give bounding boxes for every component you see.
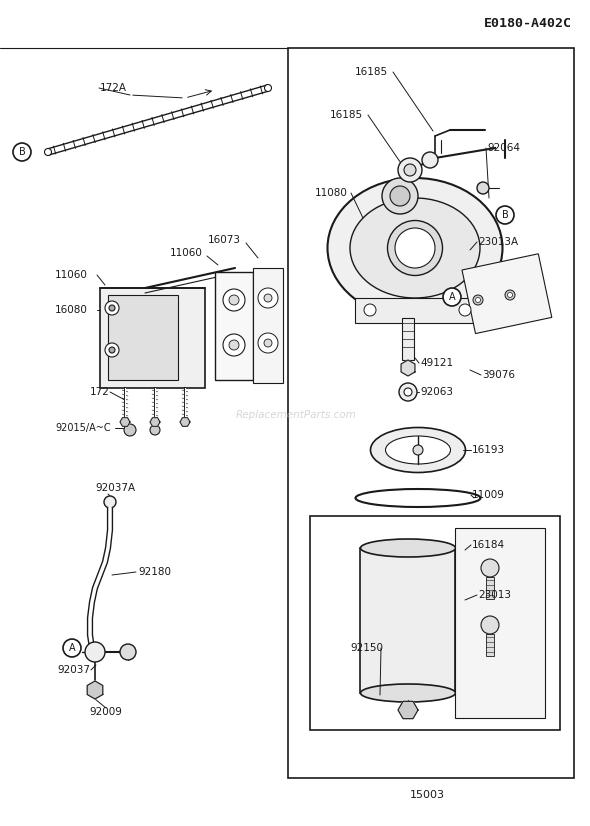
Circle shape <box>13 143 31 161</box>
Circle shape <box>473 295 483 305</box>
Circle shape <box>413 445 423 455</box>
Text: 16193: 16193 <box>472 445 505 455</box>
Polygon shape <box>87 681 103 699</box>
Circle shape <box>85 642 105 662</box>
Circle shape <box>264 339 272 347</box>
Bar <box>486 634 494 656</box>
Text: B: B <box>502 210 509 220</box>
Circle shape <box>109 305 115 311</box>
Bar <box>486 577 494 599</box>
Polygon shape <box>180 418 190 426</box>
Circle shape <box>404 164 416 176</box>
Circle shape <box>398 158 422 182</box>
Circle shape <box>264 84 271 92</box>
Bar <box>215 272 253 380</box>
Ellipse shape <box>385 436 451 464</box>
Text: 16073: 16073 <box>208 235 241 245</box>
Text: 16185: 16185 <box>355 67 388 77</box>
Bar <box>360 548 455 693</box>
Ellipse shape <box>350 198 480 298</box>
Text: B: B <box>19 147 25 157</box>
Text: 23013A: 23013A <box>478 237 518 247</box>
Circle shape <box>395 228 435 268</box>
Circle shape <box>496 206 514 224</box>
Circle shape <box>507 292 513 297</box>
Text: 11080: 11080 <box>315 188 348 198</box>
Circle shape <box>229 295 239 305</box>
Circle shape <box>382 178 418 214</box>
Circle shape <box>223 289 245 311</box>
Circle shape <box>105 301 119 315</box>
Circle shape <box>264 294 272 302</box>
Circle shape <box>223 334 245 356</box>
Circle shape <box>258 288 278 308</box>
Circle shape <box>505 290 515 300</box>
Circle shape <box>105 343 119 357</box>
Text: 39076: 39076 <box>482 370 515 380</box>
Text: 92180: 92180 <box>138 567 171 577</box>
Circle shape <box>109 347 115 353</box>
Text: 23013: 23013 <box>478 590 511 600</box>
Circle shape <box>229 340 239 350</box>
Polygon shape <box>401 360 415 376</box>
Polygon shape <box>120 418 130 426</box>
Text: A: A <box>68 643 76 653</box>
Bar <box>455 528 545 718</box>
Text: E0180-A402C: E0180-A402C <box>484 17 572 30</box>
Text: 49121: 49121 <box>420 358 453 368</box>
Circle shape <box>104 496 116 508</box>
Circle shape <box>481 616 499 634</box>
Circle shape <box>459 304 471 316</box>
Circle shape <box>120 644 136 660</box>
Bar <box>253 268 283 383</box>
Text: 92037: 92037 <box>57 665 90 675</box>
Text: 11009: 11009 <box>472 490 505 500</box>
Bar <box>462 254 552 334</box>
Text: 172: 172 <box>90 387 110 397</box>
Text: 16185: 16185 <box>330 110 363 120</box>
Circle shape <box>150 425 160 435</box>
Circle shape <box>63 639 81 657</box>
Circle shape <box>481 559 499 577</box>
Circle shape <box>124 424 136 436</box>
Text: A: A <box>448 292 455 302</box>
Text: ReplacementParts.com: ReplacementParts.com <box>235 410 356 420</box>
Ellipse shape <box>360 684 455 702</box>
Text: 92064: 92064 <box>487 143 520 153</box>
Circle shape <box>364 304 376 316</box>
Text: 15003: 15003 <box>409 790 444 800</box>
Ellipse shape <box>388 221 442 276</box>
Bar <box>355 298 475 323</box>
Text: 16080: 16080 <box>55 305 88 315</box>
Circle shape <box>399 383 417 401</box>
Text: 11060: 11060 <box>55 270 88 280</box>
Bar <box>402 318 414 360</box>
Circle shape <box>422 152 438 168</box>
Text: 172A: 172A <box>100 83 127 93</box>
Text: B: B <box>18 147 26 157</box>
Text: 92150: 92150 <box>350 643 383 653</box>
Ellipse shape <box>327 178 503 318</box>
Text: 11060: 11060 <box>170 248 203 258</box>
Bar <box>288 48 574 778</box>
Text: 92009: 92009 <box>90 707 123 717</box>
Circle shape <box>258 333 278 353</box>
Bar <box>100 288 205 388</box>
Bar <box>108 295 178 380</box>
Ellipse shape <box>360 539 455 557</box>
Circle shape <box>390 186 410 206</box>
Text: 92037A: 92037A <box>95 483 135 493</box>
Circle shape <box>404 388 412 396</box>
Bar <box>310 516 560 730</box>
Circle shape <box>443 288 461 306</box>
Circle shape <box>477 182 489 194</box>
Text: 92015/A~C: 92015/A~C <box>55 423 111 433</box>
Polygon shape <box>398 701 418 719</box>
Circle shape <box>44 149 51 155</box>
Text: 92063: 92063 <box>420 387 453 397</box>
Circle shape <box>476 297 480 302</box>
Ellipse shape <box>371 428 466 472</box>
Text: 16184: 16184 <box>472 540 505 550</box>
Polygon shape <box>150 418 160 426</box>
